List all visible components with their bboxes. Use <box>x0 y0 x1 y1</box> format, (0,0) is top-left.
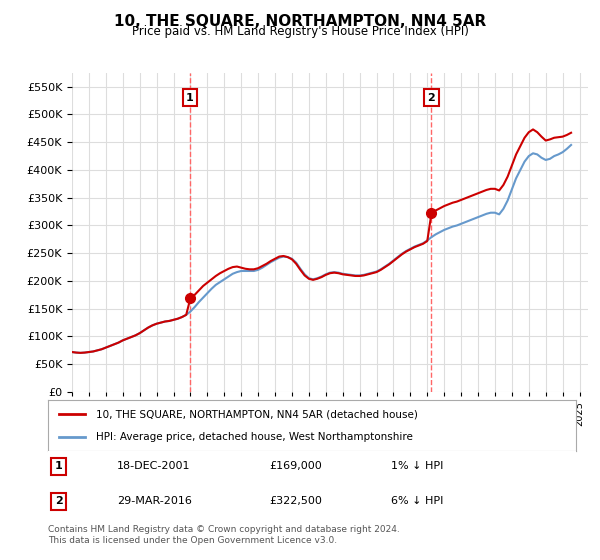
Text: Contains HM Land Registry data © Crown copyright and database right 2024.
This d: Contains HM Land Registry data © Crown c… <box>48 525 400 545</box>
Text: 2: 2 <box>427 93 435 103</box>
Text: 10, THE SQUARE, NORTHAMPTON, NN4 5AR (detached house): 10, THE SQUARE, NORTHAMPTON, NN4 5AR (de… <box>95 409 418 419</box>
Text: Price paid vs. HM Land Registry's House Price Index (HPI): Price paid vs. HM Land Registry's House … <box>131 25 469 38</box>
Text: 1% ↓ HPI: 1% ↓ HPI <box>391 461 443 471</box>
Text: 18-DEC-2001: 18-DEC-2001 <box>116 461 190 471</box>
Text: £322,500: £322,500 <box>270 496 323 506</box>
Text: 6% ↓ HPI: 6% ↓ HPI <box>391 496 443 506</box>
Text: HPI: Average price, detached house, West Northamptonshire: HPI: Average price, detached house, West… <box>95 432 412 442</box>
Text: £169,000: £169,000 <box>270 461 323 471</box>
Text: 1: 1 <box>55 461 62 471</box>
Text: 1: 1 <box>186 93 194 103</box>
Text: 2: 2 <box>55 496 62 506</box>
Text: 10, THE SQUARE, NORTHAMPTON, NN4 5AR: 10, THE SQUARE, NORTHAMPTON, NN4 5AR <box>114 14 486 29</box>
Text: 29-MAR-2016: 29-MAR-2016 <box>116 496 191 506</box>
